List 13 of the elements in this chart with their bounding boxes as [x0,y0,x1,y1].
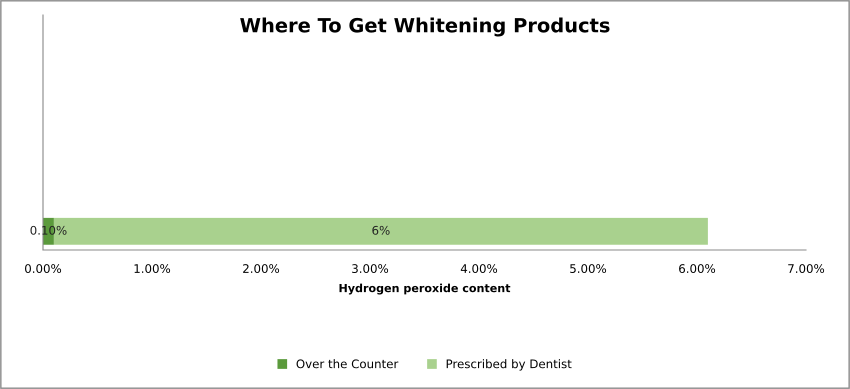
x-tick-label: 1.00% [134,264,170,274]
data-label: 6% [372,226,390,235]
x-tick-label: 7.00% [788,264,824,274]
x-tick-label: 4.00% [460,264,498,274]
x-tick-label: 2.00% [243,264,280,274]
x-tick-label: 3.00% [352,264,388,274]
chart-title: Where To Get Whitening Products [240,18,610,36]
legend-label: Over the Counter [296,359,398,368]
legend-label: Prescribed by Dentist [446,359,572,371]
x-tick-label: 0.00% [25,264,62,274]
x-tick-label: 5.00% [570,264,606,274]
x-axis-title: Hydrogen peroxide content [340,284,510,294]
x-tick-label: 6.00% [679,264,716,274]
